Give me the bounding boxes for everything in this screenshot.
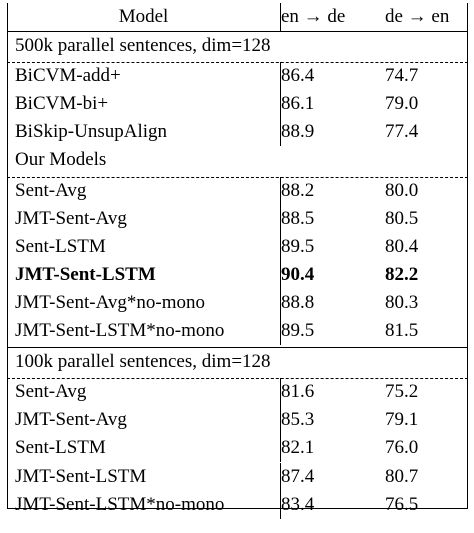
table-header: Model en → de de → en [7, 3, 468, 31]
row-en-de: 89.5 [281, 235, 315, 257]
row-de-en: 80.4 [385, 235, 419, 257]
row-model: BiCVM-bi+ [15, 93, 109, 115]
row-model: Sent-LSTM [15, 437, 106, 459]
column-divider [280, 434, 281, 463]
row-de-en: 82.2 [385, 263, 419, 285]
column-divider [280, 378, 281, 407]
table-row: JMT-Sent-LSTM*no-mono 89.5 81.5 [7, 317, 468, 345]
column-divider [280, 490, 281, 519]
row-de-en: 80.0 [385, 179, 419, 201]
section-dashed-rule [7, 176, 468, 178]
column-divider [280, 118, 281, 147]
section-dashed-rule [7, 378, 468, 380]
row-en-de: 88.2 [281, 179, 315, 201]
row-model: JMT-Sent-LSTM [15, 465, 147, 487]
table-row: BiSkip-UnsupAlign 88.9 77.4 [7, 118, 468, 147]
row-en-de: 81.6 [281, 381, 315, 403]
row-model: Sent-Avg [15, 179, 87, 201]
row-de-en: 75.2 [385, 381, 419, 403]
row-de-en: 79.0 [385, 93, 419, 115]
table-row: BiCVM-add+ 86.4 74.7 [7, 62, 468, 91]
row-en-de: 88.8 [281, 291, 315, 313]
row-de-en: 77.4 [385, 121, 419, 143]
row-en-de: 82.1 [281, 437, 315, 459]
column-divider [280, 204, 281, 233]
row-en-de: 89.5 [281, 320, 315, 341]
row-de-en: 80.3 [385, 291, 419, 313]
column-divider [280, 260, 281, 289]
row-en-de: 88.5 [281, 207, 315, 229]
row-model: BiCVM-add+ [15, 65, 121, 87]
table-frame [7, 3, 468, 509]
row-model: JMT-Sent-Avg*no-mono [15, 291, 205, 313]
row-de-en: 80.7 [385, 465, 419, 487]
header-rule [7, 31, 468, 32]
row-model: JMT-Sent-Avg [15, 207, 127, 229]
table-row: JMT-Sent-Avg 88.5 80.5 [7, 204, 468, 233]
table-row: JMT-Sent-LSTM 87.4 80.7 [7, 462, 468, 491]
section-title: 100k parallel sentences, dim=128 [15, 351, 271, 373]
header-en-de: en → de [281, 6, 346, 27]
row-en-de: 86.1 [281, 93, 315, 115]
row-de-en: 80.5 [385, 207, 419, 229]
section-rule [7, 347, 468, 349]
row-en-de: 88.9 [281, 121, 315, 143]
column-divider [280, 462, 281, 491]
row-de-en: 74.7 [385, 65, 419, 87]
row-de-en: 79.1 [385, 409, 419, 431]
column-divider [280, 288, 281, 317]
results-table: Model en → de de → en 500k parallel sent… [7, 3, 468, 519]
section-title: Our Models [15, 149, 107, 171]
section-title: 500k parallel sentences, dim=128 [15, 35, 271, 56]
row-de-en: 76.0 [385, 437, 419, 459]
column-divider [280, 90, 281, 119]
row-en-de: 85.3 [281, 409, 315, 431]
column-divider [280, 317, 281, 345]
table-row: JMT-Sent-Avg*no-mono 88.8 80.3 [7, 288, 468, 317]
table-row: JMT-Sent-LSTM*no-mono 83.4 76.5 [7, 490, 468, 519]
table-row: Sent-Avg 88.2 80.0 [7, 176, 468, 205]
row-model: JMT-Sent-LSTM*no-mono [15, 493, 225, 515]
row-de-en: 81.5 [385, 320, 419, 341]
row-en-de: 86.4 [281, 65, 315, 87]
table-row: BiCVM-bi+ 86.1 79.0 [7, 90, 468, 119]
column-divider [280, 176, 281, 205]
column-divider [280, 232, 281, 261]
table-row: Sent-LSTM 82.1 76.0 [7, 434, 468, 463]
column-divider [280, 62, 281, 91]
section-dashed-rule [7, 62, 468, 64]
table-row: Sent-LSTM 89.5 80.4 [7, 232, 468, 261]
row-model: JMT-Sent-LSTM*no-mono [15, 320, 225, 341]
column-divider [280, 406, 281, 435]
row-de-en: 76.5 [385, 493, 419, 515]
header-de-en: de → en [385, 6, 450, 27]
table-row: Sent-Avg 81.6 75.2 [7, 378, 468, 407]
row-model: Sent-Avg [15, 381, 87, 403]
row-model: JMT-Sent-Avg [15, 409, 127, 431]
row-en-de: 83.4 [281, 493, 315, 515]
row-model: BiSkip-UnsupAlign [15, 121, 168, 143]
table-row: JMT-Sent-Avg 85.3 79.1 [7, 406, 468, 435]
row-en-de: 90.4 [281, 263, 315, 285]
row-en-de: 87.4 [281, 465, 315, 487]
header-model: Model [118, 6, 169, 27]
column-divider [280, 3, 281, 31]
row-model: Sent-LSTM [15, 235, 106, 257]
row-model: JMT-Sent-LSTM [15, 263, 156, 285]
table-row: JMT-Sent-LSTM 90.4 82.2 [7, 260, 468, 289]
